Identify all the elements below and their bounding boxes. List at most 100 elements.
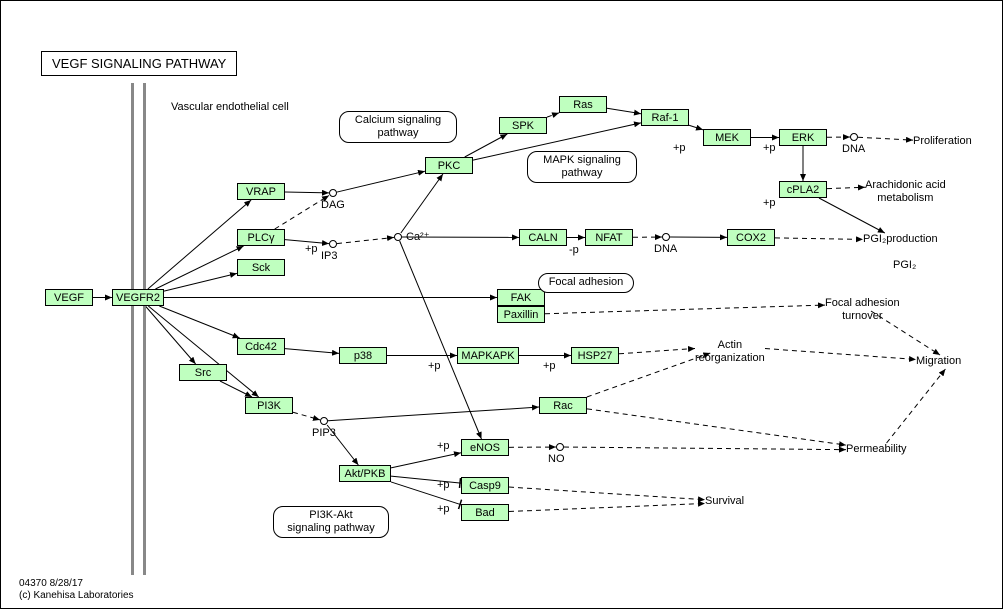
edge-pi3k-pip3 — [293, 412, 320, 420]
gene-raf1[interactable]: Raf-1 — [641, 109, 689, 126]
gene-mek[interactable]: MEK — [703, 129, 751, 146]
compound-label-dag: DAG — [321, 199, 345, 212]
footer-copyright: (c) Kanehisa Laboratories — [19, 590, 134, 602]
edge-vegfr2-sck — [164, 273, 237, 291]
edge-paxillin-focal-adh — [545, 305, 825, 314]
compound-ip3 — [329, 240, 337, 248]
text-plusp7: +p — [437, 440, 450, 453]
text-plusp9: +p — [437, 503, 450, 516]
text-migration: Migration — [916, 355, 961, 368]
edge-pkc-spk — [465, 134, 508, 157]
edge-aktpkb-bad — [391, 482, 461, 505]
edge-aktpkb-enos — [391, 453, 461, 468]
compound-label-pip3: PIP3 — [312, 427, 336, 440]
gene-caln[interactable]: CALN — [519, 229, 567, 246]
edge-vegfr2-plcy — [155, 246, 243, 289]
edge-cpla2-arachidonic — [827, 187, 865, 188]
edge-ras-raf1 — [607, 108, 641, 113]
gene-ras[interactable]: Ras — [559, 96, 607, 113]
compound-label-dna2: DNA — [842, 143, 865, 156]
edge-rac-permeability — [587, 409, 846, 445]
edge-src-pi3k — [220, 381, 252, 397]
gene-nfat[interactable]: NFAT — [585, 229, 633, 246]
text-plusp3: +p — [763, 142, 776, 155]
gene-casp9[interactable]: Casp9 — [461, 477, 509, 494]
gene-pi3k[interactable]: PI3K — [245, 397, 293, 414]
edge-spk-ras — [547, 113, 559, 117]
edge-cdc42-p38 — [285, 349, 339, 354]
pathway-title: VEGF SIGNALING PATHWAY — [52, 56, 226, 71]
edge-hsp27-actin — [619, 348, 695, 353]
footer-id-date: 04370 8/28/17 — [19, 578, 134, 590]
gene-spk[interactable]: SPK — [499, 117, 547, 134]
text-actin: Actinreorganization — [695, 339, 765, 364]
gene-fak[interactable]: FAK — [497, 289, 545, 306]
edge-cox2-pgi2prod — [775, 238, 863, 239]
text-plusp2: +p — [673, 142, 686, 155]
gene-vegf[interactable]: VEGF — [45, 289, 93, 306]
compound-dag — [329, 189, 337, 197]
gene-rac[interactable]: Rac — [539, 397, 587, 414]
edge-casp9-survival — [509, 487, 705, 500]
text-plusp5: +p — [428, 360, 441, 373]
edge-vegfr2-cdc42 — [159, 306, 239, 338]
gene-cpla2[interactable]: cPLA2 — [779, 181, 827, 198]
text-survival: Survival — [705, 495, 744, 508]
text-permeability: Permeability — [846, 443, 907, 456]
edge-permeability-migration — [887, 369, 946, 443]
gene-erk[interactable]: ERK — [779, 129, 827, 146]
text-plusp4: +p — [763, 197, 776, 210]
edge-raf1-mek — [689, 125, 703, 130]
gene-bad[interactable]: Bad — [461, 504, 509, 521]
gene-plcy[interactable]: PLCγ — [237, 229, 285, 246]
edge-actin-migration — [765, 349, 916, 360]
text-minusp: -p — [569, 244, 579, 257]
gene-vegfr2[interactable]: VEGFR2 — [112, 289, 164, 306]
edge-dna2-proliferation — [858, 137, 913, 140]
gene-paxillin[interactable]: Paxillin — [497, 306, 545, 323]
gene-cox2[interactable]: COX2 — [727, 229, 775, 246]
edge-bad-survival — [509, 503, 705, 511]
membrane-line-1 — [143, 83, 146, 575]
pathway-calcium-pw[interactable]: Calcium signalingpathway — [339, 111, 457, 143]
gene-p38[interactable]: p38 — [339, 347, 387, 364]
text-plusp1: +p — [305, 243, 318, 256]
compound-dna2 — [850, 133, 858, 141]
pathway-canvas: VEGF SIGNALING PATHWAY 04370 8/28/17 (c)… — [0, 0, 1003, 609]
membrane-line-0 — [131, 83, 134, 575]
gene-enos[interactable]: eNOS — [461, 439, 509, 456]
edge-vrap-dag — [285, 192, 329, 193]
edge-vegfr2-src — [145, 306, 195, 364]
gene-pkc[interactable]: PKC — [425, 157, 473, 174]
edge-vegfr2-vrap — [148, 200, 251, 289]
edge-no-permeability — [564, 447, 846, 450]
gene-src[interactable]: Src — [179, 364, 227, 381]
pathway-title-box: VEGF SIGNALING PATHWAY — [41, 51, 237, 76]
pathway-pi3kakt-pw[interactable]: PI3K-Aktsignaling pathway — [273, 506, 389, 538]
edge-aktpkb-casp9 — [391, 476, 461, 483]
gene-mapkapk[interactable]: MAPKAPK — [457, 347, 519, 364]
compound-label-dna1: DNA — [654, 243, 677, 256]
edge-pip3-rac — [328, 407, 539, 421]
compound-label-ip3: IP3 — [321, 250, 338, 263]
edge-ca2-enos — [400, 241, 482, 439]
compound-pip3 — [320, 417, 328, 425]
gene-vrap[interactable]: VRAP — [237, 183, 285, 200]
gene-sck[interactable]: Sck — [237, 259, 285, 276]
compound-label-ca2: Ca²⁺ — [406, 231, 430, 244]
edge-dag-pkc — [337, 171, 425, 192]
edge-ip3-ca2 — [337, 237, 394, 243]
footer: 04370 8/28/17 (c) Kanehisa Laboratories — [19, 578, 134, 602]
text-plusp8: +p — [437, 479, 450, 492]
gene-hsp27[interactable]: HSP27 — [571, 347, 619, 364]
text-focal-adh: Focal adhesionturnover — [825, 297, 900, 322]
text-arachidonic: Arachidonic acidmetabolism — [865, 179, 946, 204]
pathway-focal-pw[interactable]: Focal adhesion — [538, 273, 634, 293]
compound-ca2 — [394, 233, 402, 241]
gene-cdc42[interactable]: Cdc42 — [237, 338, 285, 355]
gene-aktpkb[interactable]: Akt/PKB — [339, 465, 391, 482]
compound-dna1 — [662, 233, 670, 241]
text-proliferation: Proliferation — [913, 135, 972, 148]
text-plusp6: +p — [543, 360, 556, 373]
pathway-mapk-pw[interactable]: MAPK signalingpathway — [527, 151, 637, 183]
